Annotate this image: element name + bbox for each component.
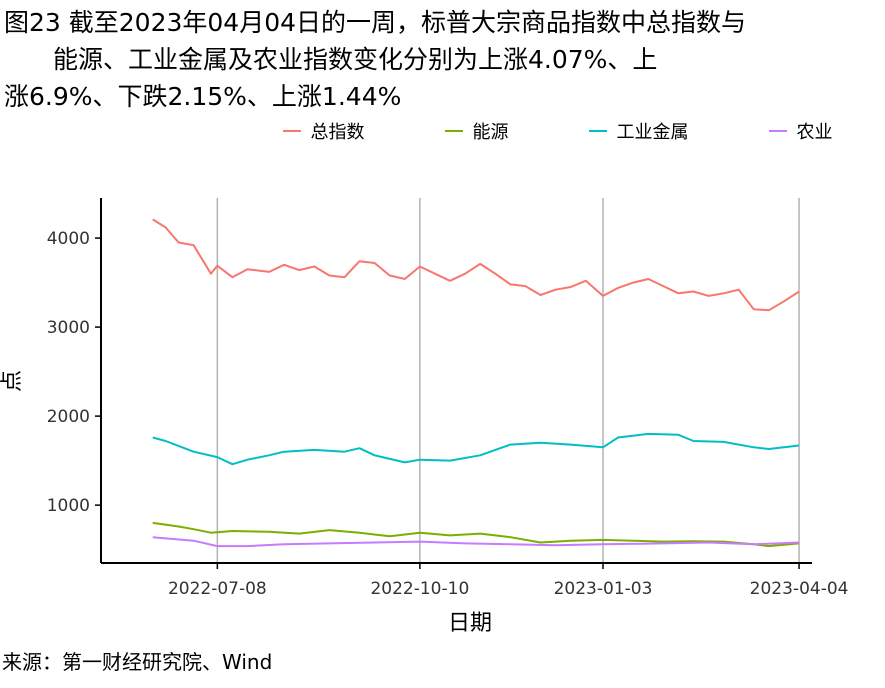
- series-line-metals: [152, 432, 800, 466]
- legend-swatch-metals: [588, 130, 607, 132]
- legend-item-agri: 农业: [768, 118, 833, 144]
- y-tick-label: 2000: [47, 407, 90, 427]
- x-tick-label: 2023-04-04: [750, 579, 849, 599]
- legend-swatch-agri: [768, 130, 787, 132]
- x-tick-label: 2022-10-10: [370, 579, 469, 599]
- x-tick-label: 2023-01-03: [554, 579, 653, 599]
- figure-title: 图23 截至2023年04月04日的一周，标普大宗商品指数中总指数与 能源、工业…: [4, 4, 880, 115]
- x-tick-label: 2022-07-08: [168, 579, 267, 599]
- series-lines: [152, 218, 800, 548]
- y-ticks: 1000 2000 3000 4000: [47, 229, 101, 516]
- x-axis-title: 日期: [448, 611, 492, 636]
- title-line-2: 能源、工业金属及农业指数变化分别为上涨4.07%、上: [53, 45, 658, 74]
- grid-lines: [216, 198, 800, 563]
- series-line-agri: [152, 536, 800, 548]
- legend-label-energy: 能源: [472, 122, 509, 143]
- title-line-1: 图23 截至2023年04月04日的一周，标普大宗商品指数中总指数与: [4, 8, 747, 37]
- y-tick-label: 3000: [47, 318, 90, 338]
- y-tick-label: 1000: [47, 496, 90, 516]
- legend-item-total: 总指数: [282, 118, 365, 144]
- y-tick-label: 4000: [47, 229, 90, 249]
- series-line-total: [152, 218, 800, 312]
- legend-label-total: 总指数: [310, 122, 365, 143]
- source-note: 来源：第一财经研究院、Wind: [2, 650, 273, 674]
- title-line-3: 涨6.9%、下跌2.15%、上涨1.44%: [4, 82, 402, 111]
- legend-label-agri: 农业: [796, 122, 833, 143]
- y-axis-title: 点: [0, 370, 25, 392]
- series-line-energy: [152, 521, 800, 548]
- legend-swatch-total: [282, 130, 301, 132]
- axes: [100, 198, 812, 564]
- legend-label-metals: 工业金属: [616, 122, 689, 143]
- legend-item-energy: 能源: [444, 118, 509, 144]
- x-ticks: 2022-07-08 2022-10-10 2023-01-03 2023-04-04: [168, 563, 849, 599]
- legend-swatch-energy: [444, 130, 463, 132]
- chart-legend: 总指数 能源 工业金属 农业: [0, 118, 885, 144]
- legend-item-metals: 工业金属: [588, 118, 689, 144]
